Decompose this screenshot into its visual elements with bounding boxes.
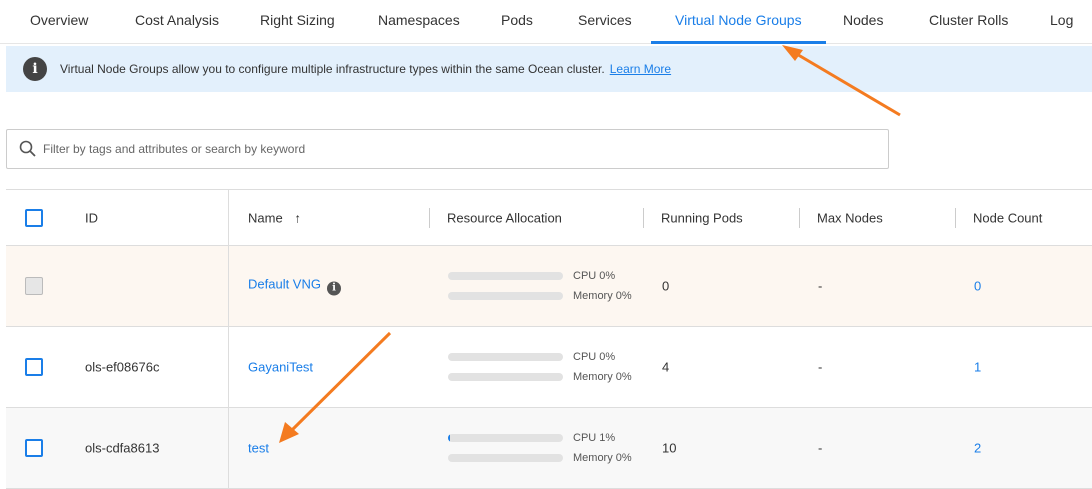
- tab-pods[interactable]: Pods: [501, 12, 533, 28]
- vng-name-link[interactable]: Default VNG: [248, 276, 321, 292]
- vng-id: ols-ef08676c: [85, 359, 160, 375]
- row-checkbox-disabled: [25, 277, 43, 295]
- sort-arrow-icon[interactable]: ↑: [294, 210, 301, 225]
- vng-name-link[interactable]: GayaniTest: [248, 359, 314, 375]
- max-nodes: -: [818, 440, 823, 456]
- select-all-checkbox[interactable]: [25, 208, 43, 227]
- col-id: ID: [85, 210, 98, 225]
- node-count-link[interactable]: 1: [974, 359, 982, 375]
- memory-label: Memory 0%: [573, 290, 632, 302]
- tab-virtual-node-groups[interactable]: Virtual Node Groups: [651, 0, 826, 44]
- tab-log[interactable]: Log: [1050, 12, 1074, 28]
- col-name-label: Name: [248, 210, 283, 225]
- search-input[interactable]: Filter by tags and attributes or search …: [6, 129, 889, 169]
- learn-more-link[interactable]: Learn More: [609, 62, 672, 76]
- memory-bar: [448, 292, 563, 300]
- cpu-label: CPU 0%: [573, 351, 616, 363]
- tab-cluster-rolls[interactable]: Cluster Rolls: [929, 12, 1009, 28]
- vng-name-link[interactable]: test: [248, 440, 269, 456]
- running-pods: 10: [662, 440, 677, 456]
- vng-table: ID Name ↑ Resource Allocation Running Po…: [6, 189, 1092, 489]
- info-banner: i Virtual Node Groups allow you to confi…: [6, 46, 1092, 92]
- col-max-nodes: Max Nodes: [817, 210, 883, 225]
- search-placeholder: Filter by tags and attributes or search …: [43, 142, 306, 156]
- banner-text: Virtual Node Groups allow you to configu…: [60, 62, 605, 76]
- memory-label: Memory 0%: [573, 452, 632, 464]
- cpu-bar: [448, 272, 563, 280]
- col-resource: Resource Allocation: [447, 210, 562, 225]
- col-node-count: Node Count: [973, 210, 1043, 225]
- running-pods: 0: [662, 278, 670, 294]
- row-checkbox[interactable]: [25, 439, 43, 457]
- resource-allocation: CPU 0% Memory 0%: [448, 266, 632, 306]
- cpu-bar: [448, 353, 563, 361]
- cpu-bar: [448, 434, 563, 442]
- cpu-label: CPU 1%: [573, 432, 616, 444]
- memory-bar: [448, 454, 563, 462]
- vng-id: ols-cdfa8613: [85, 440, 160, 456]
- max-nodes: -: [818, 359, 823, 375]
- memory-bar: [448, 373, 563, 381]
- search-icon: [19, 140, 36, 157]
- col-running-pods: Running Pods: [661, 210, 743, 225]
- node-count-link[interactable]: 2: [974, 440, 982, 456]
- tab-nodes[interactable]: Nodes: [843, 12, 884, 28]
- col-name[interactable]: Name ↑: [248, 210, 301, 225]
- running-pods: 4: [662, 359, 670, 375]
- memory-label: Memory 0%: [573, 371, 632, 383]
- table-row[interactable]: ols-cdfa8613 test CPU 1% Memory 0% 10 - …: [6, 408, 1092, 489]
- table-header: ID Name ↑ Resource Allocation Running Po…: [6, 190, 1092, 246]
- tab-overview[interactable]: Overview: [30, 12, 89, 28]
- tab-right-sizing[interactable]: Right Sizing: [260, 12, 335, 28]
- tab-namespaces[interactable]: Namespaces: [378, 12, 460, 28]
- tab-services[interactable]: Services: [578, 12, 632, 28]
- node-count-link[interactable]: 0: [974, 278, 982, 294]
- tab-cost-analysis[interactable]: Cost Analysis: [135, 12, 220, 28]
- max-nodes: -: [818, 278, 823, 294]
- table-row[interactable]: Default VNG i CPU 0% Memory 0% 0 - 0: [6, 246, 1092, 327]
- cpu-label: CPU 0%: [573, 270, 616, 282]
- info-icon: i: [23, 57, 47, 81]
- table-row[interactable]: ols-ef08676c GayaniTest CPU 0% Memory 0%…: [6, 327, 1092, 408]
- resource-allocation: CPU 1% Memory 0%: [448, 428, 632, 468]
- resource-allocation: CPU 0% Memory 0%: [448, 347, 632, 387]
- row-checkbox[interactable]: [25, 358, 43, 376]
- tab-bar: Overview Cost Analysis Right Sizing Name…: [0, 0, 1092, 44]
- info-icon[interactable]: i: [326, 281, 341, 296]
